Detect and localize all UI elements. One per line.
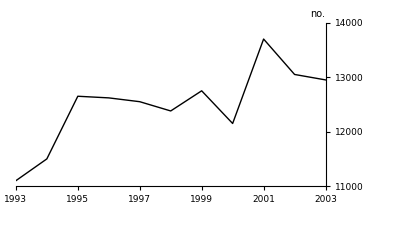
Text: no.: no. bbox=[310, 10, 326, 20]
